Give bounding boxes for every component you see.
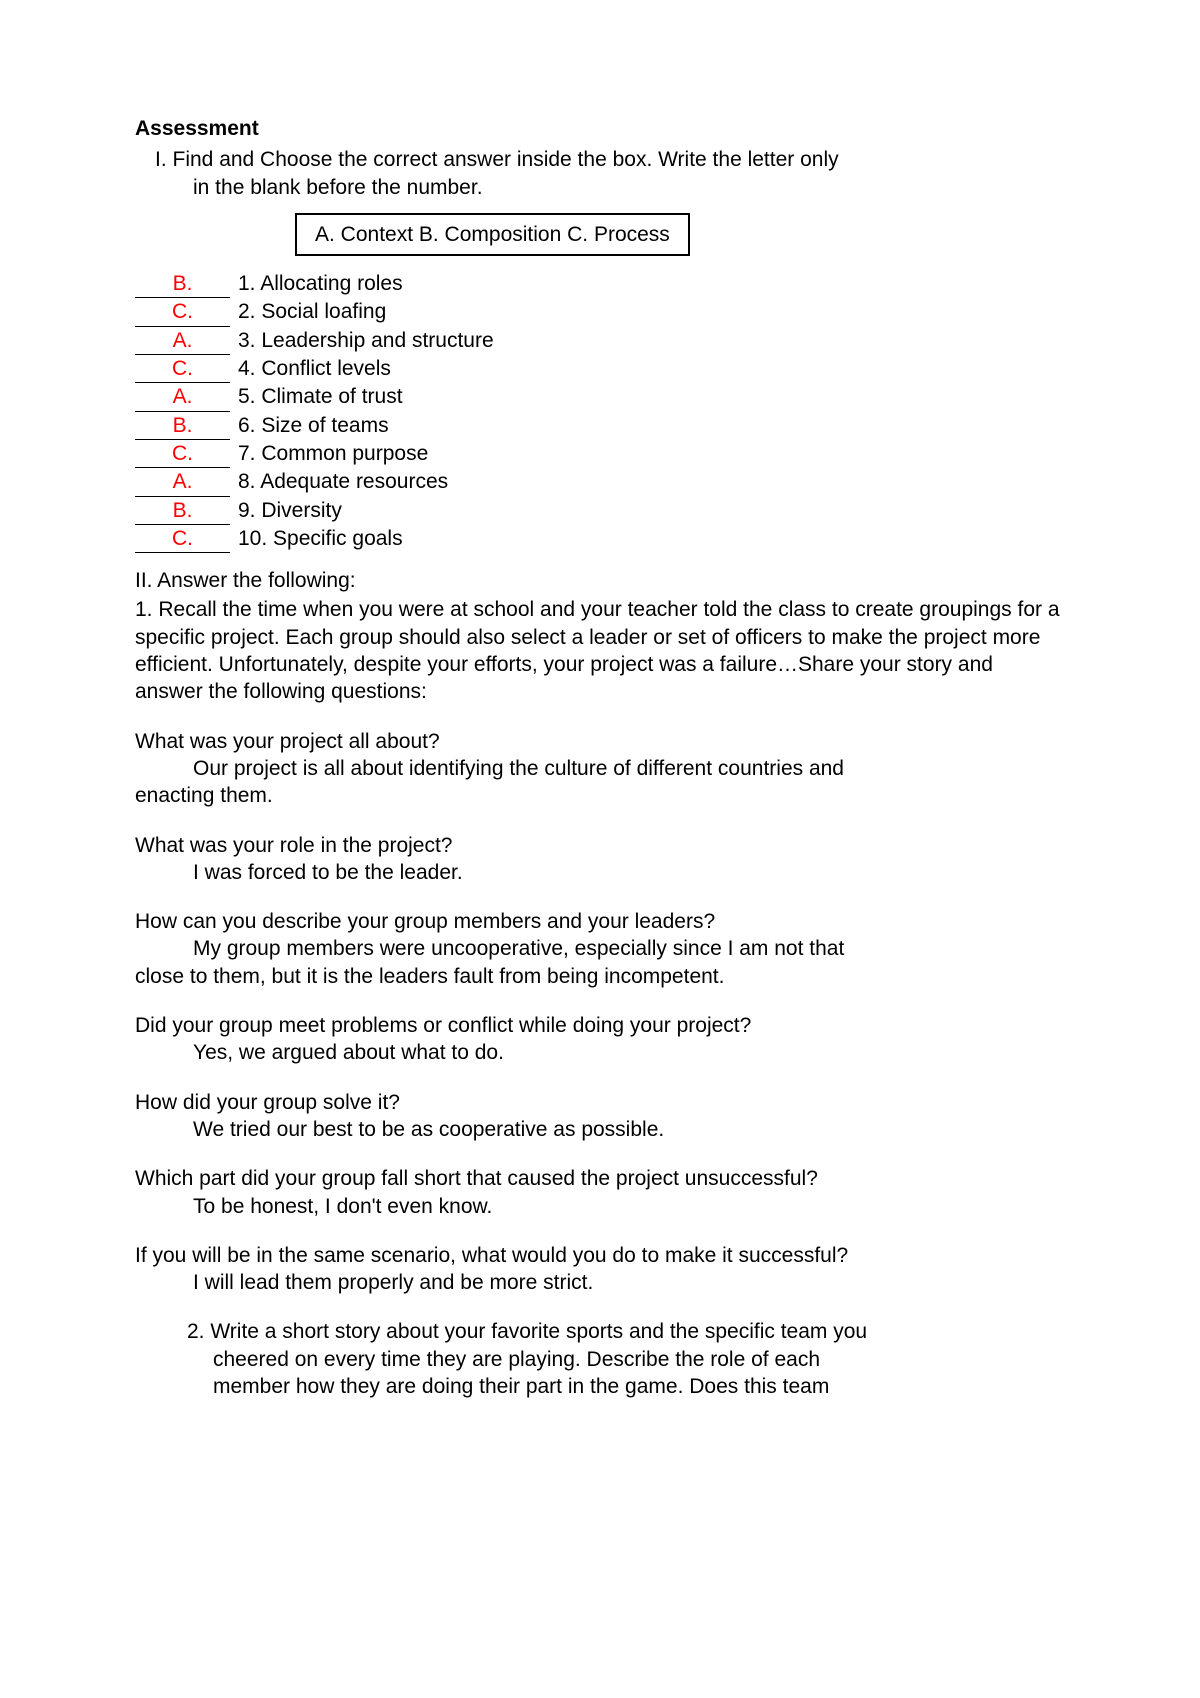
- item-text: 6. Size of teams: [238, 412, 389, 439]
- item-row: C. 2. Social loafing: [135, 298, 1065, 326]
- question-text: How did your group solve it?: [135, 1089, 1065, 1116]
- qa-list: What was your project all about?Our proj…: [135, 728, 1065, 1297]
- item-row: C. 4. Conflict levels: [135, 355, 1065, 383]
- answer-blank[interactable]: A.: [135, 383, 230, 411]
- item-text: 1. Allocating roles: [238, 270, 403, 297]
- question-text: What was your role in the project?: [135, 832, 1065, 859]
- answer-letter: B.: [173, 499, 193, 522]
- qa-block: If you will be in the same scenario, wha…: [135, 1242, 1065, 1297]
- qa-block: What was your project all about?Our proj…: [135, 728, 1065, 810]
- answer-letter: B.: [173, 414, 193, 437]
- answer-text: Yes, we argued about what to do.: [135, 1039, 1065, 1066]
- item-row: A. 3. Leadership and structure: [135, 327, 1065, 355]
- answer-text: My group members were uncooperative, esp…: [135, 935, 1065, 962]
- qa-block: What was your role in the project?I was …: [135, 832, 1065, 887]
- answer-letter: C.: [172, 357, 193, 380]
- s1-instruction-1: I. Find and Choose the correct answer in…: [135, 146, 1065, 173]
- answer-text: I will lead them properly and be more st…: [135, 1269, 1065, 1296]
- answer-letter: C.: [172, 300, 193, 323]
- item-row: B. 6. Size of teams: [135, 412, 1065, 440]
- assessment-title: Assessment: [135, 115, 1065, 142]
- answer-blank[interactable]: B.: [135, 497, 230, 525]
- answer-blank[interactable]: B.: [135, 412, 230, 440]
- answer-blank[interactable]: B.: [135, 270, 230, 298]
- choices-box: A. Context B. Composition C. Process: [295, 213, 690, 256]
- question-text: Did your group meet problems or conflict…: [135, 1012, 1065, 1039]
- answer-letter: A.: [173, 329, 193, 352]
- s2-prompt: 1. Recall the time when you were at scho…: [135, 596, 1065, 705]
- answer-letter: A.: [173, 470, 193, 493]
- item-row: C. 7. Common purpose: [135, 440, 1065, 468]
- qa-block: How did your group solve it?We tried our…: [135, 1089, 1065, 1144]
- item-text: 9. Diversity: [238, 497, 342, 524]
- s2-heading: II. Answer the following:: [135, 567, 1065, 594]
- answer-text: To be honest, I don't even know.: [135, 1193, 1065, 1220]
- answer-text: Our project is all about identifying the…: [135, 755, 1065, 782]
- q2-line2: cheered on every time they are playing. …: [135, 1346, 1065, 1373]
- question-text: What was your project all about?: [135, 728, 1065, 755]
- item-text: 5. Climate of trust: [238, 383, 403, 410]
- qa-block: Which part did your group fall short tha…: [135, 1165, 1065, 1220]
- item-text: 8. Adequate resources: [238, 468, 448, 495]
- answer-continuation: close to them, but it is the leaders fau…: [135, 963, 1065, 990]
- answer-blank[interactable]: A.: [135, 327, 230, 355]
- item-row: B. 1. Allocating roles: [135, 270, 1065, 298]
- answer-blank[interactable]: C.: [135, 355, 230, 383]
- answer-letter: A.: [173, 385, 193, 408]
- answer-blank[interactable]: A.: [135, 468, 230, 496]
- answer-continuation: enacting them.: [135, 782, 1065, 809]
- item-row: C. 10. Specific goals: [135, 525, 1065, 553]
- q2-line3: member how they are doing their part in …: [135, 1373, 1065, 1400]
- answer-letter: B.: [173, 272, 193, 295]
- answer-blank[interactable]: C.: [135, 525, 230, 553]
- q2-line1: 2. Write a short story about your favori…: [135, 1318, 1065, 1345]
- item-text: 3. Leadership and structure: [238, 327, 494, 354]
- items-list: B. 1. Allocating roles C. 2. Social loafing…: [135, 270, 1065, 553]
- item-row: A. 5. Climate of trust: [135, 383, 1065, 411]
- question-text: If you will be in the same scenario, wha…: [135, 1242, 1065, 1269]
- answer-blank[interactable]: C.: [135, 440, 230, 468]
- qa-block: How can you describe your group members …: [135, 908, 1065, 990]
- question-text: How can you describe your group members …: [135, 908, 1065, 935]
- answer-letter: C.: [172, 442, 193, 465]
- item-row: B. 9. Diversity: [135, 497, 1065, 525]
- qa-block: Did your group meet problems or conflict…: [135, 1012, 1065, 1067]
- question-text: Which part did your group fall short tha…: [135, 1165, 1065, 1192]
- item-text: 7. Common purpose: [238, 440, 428, 467]
- s1-instruction-2: in the blank before the number.: [135, 174, 1065, 201]
- item-text: 10. Specific goals: [238, 525, 403, 552]
- answer-text: We tried our best to be as cooperative a…: [135, 1116, 1065, 1143]
- item-text: 2. Social loafing: [238, 298, 386, 325]
- answer-text: I was forced to be the leader.: [135, 859, 1065, 886]
- answer-blank[interactable]: C.: [135, 298, 230, 326]
- item-row: A. 8. Adequate resources: [135, 468, 1065, 496]
- answer-letter: C.: [172, 527, 193, 550]
- item-text: 4. Conflict levels: [238, 355, 391, 382]
